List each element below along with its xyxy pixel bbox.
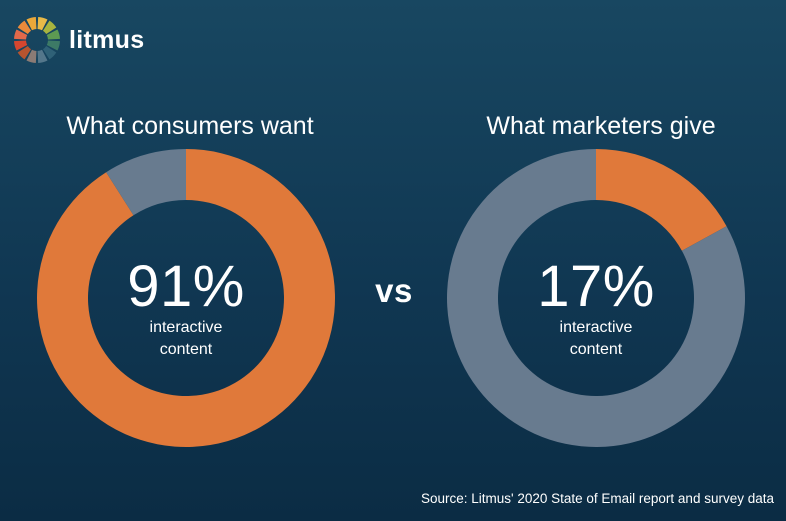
logo-segment <box>26 17 37 31</box>
logo-segment <box>46 29 60 40</box>
logo-segment <box>37 17 48 31</box>
logo-segment <box>37 49 48 63</box>
logo-segment <box>46 40 60 51</box>
left-chart-title: What consumers want <box>66 112 314 140</box>
right-caption-line1: interactive <box>559 319 633 336</box>
donut-slice-interactive <box>596 149 727 251</box>
right-center-label: 17% interactive content <box>496 257 696 361</box>
right-caption-line2: content <box>569 341 623 358</box>
donut-chart-consumers <box>36 149 335 447</box>
left-caption-line2: content <box>159 341 213 358</box>
brand-name: litmus <box>69 25 145 54</box>
litmus-logo: litmus <box>13 14 149 66</box>
logo-segment <box>42 20 57 35</box>
left-center-label: 91% interactive content <box>86 257 286 361</box>
source-note: Source: Litmus' 2020 State of Email repo… <box>420 491 774 506</box>
left-percentage: 91% <box>127 254 245 319</box>
logo-segment <box>17 20 32 35</box>
logo-segment <box>14 40 28 51</box>
logo-segment <box>42 45 57 60</box>
litmus-logo-icon <box>14 17 60 63</box>
donut-chart-marketers <box>447 149 745 447</box>
right-chart-title: What marketers give <box>486 112 716 140</box>
donut-slice-other <box>106 149 186 216</box>
right-percentage: 17% <box>537 254 655 319</box>
logo-segment <box>14 29 28 40</box>
logo-segment <box>17 45 32 60</box>
vs-label: vs <box>375 272 413 309</box>
logo-segment <box>26 49 37 63</box>
donut-slice-other <box>447 149 745 447</box>
donut-slice-interactive <box>36 149 335 447</box>
left-caption-line1: interactive <box>149 319 223 336</box>
